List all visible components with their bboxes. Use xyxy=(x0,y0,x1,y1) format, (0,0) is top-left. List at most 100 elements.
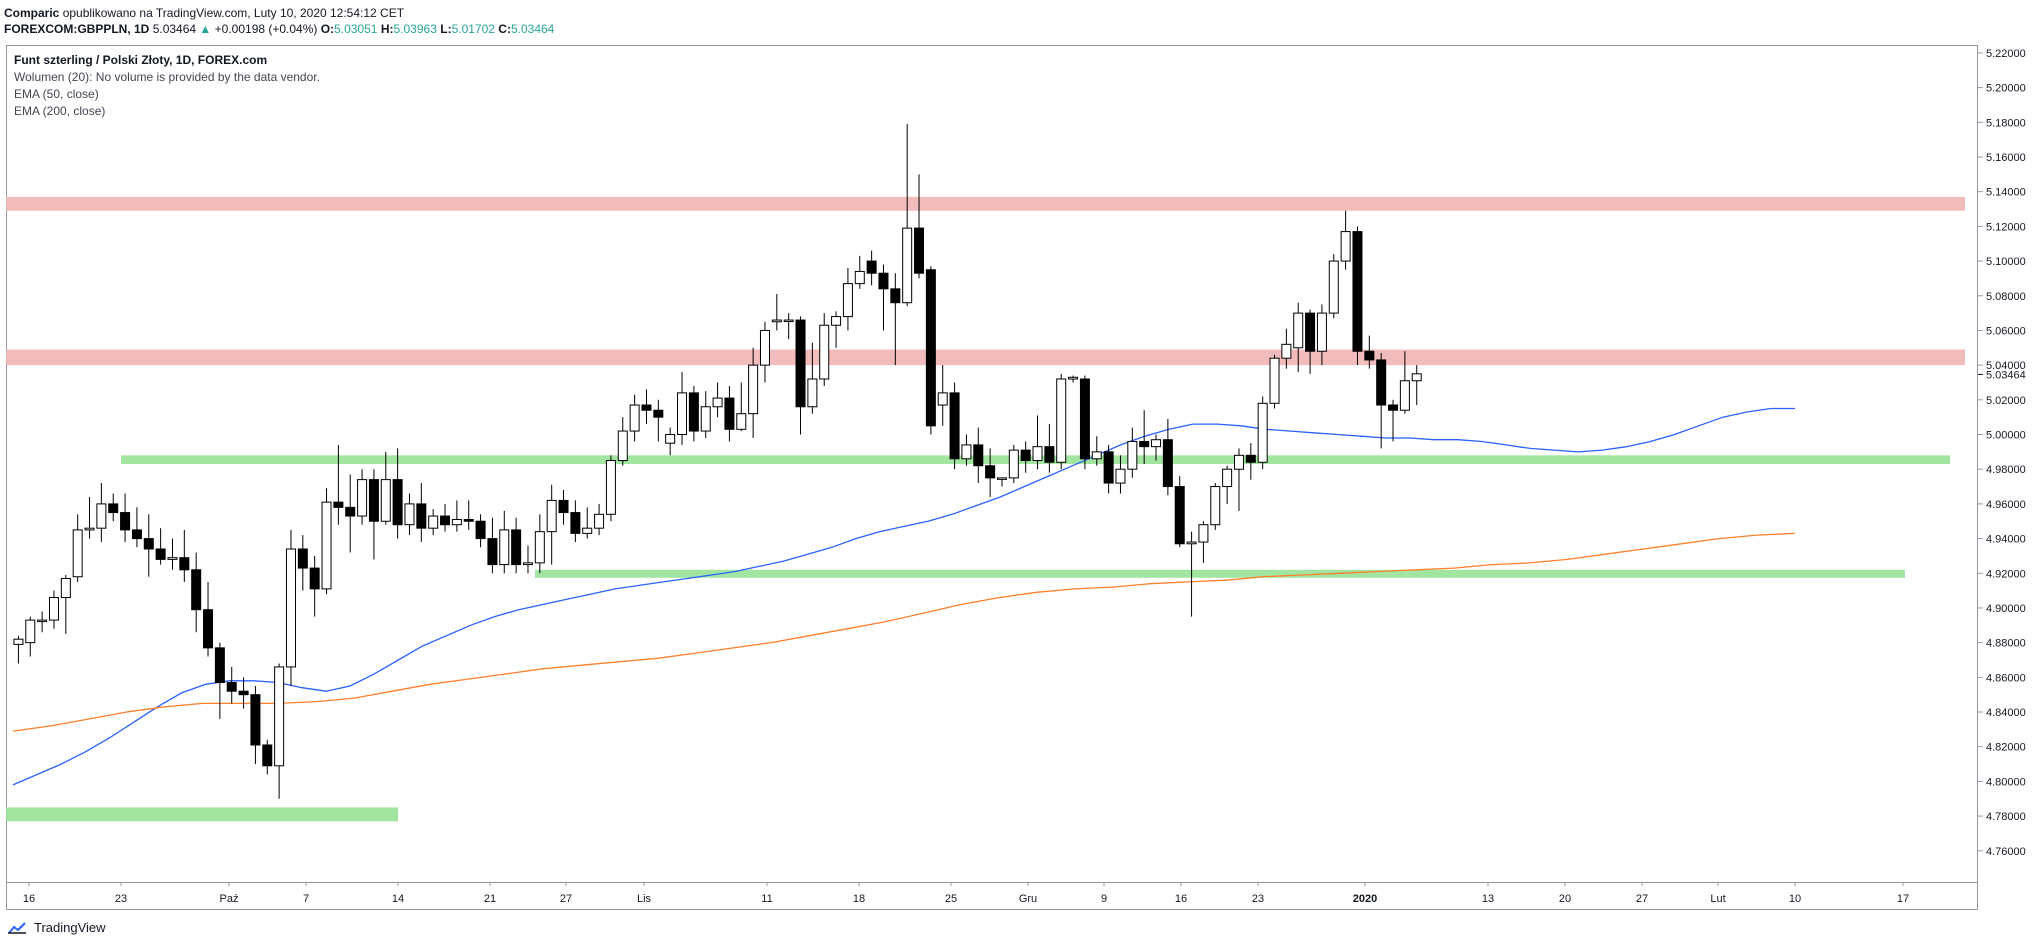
time-axis[interactable]: 16 23 Paź 7 14 21 27 Lis 11 18 25 Gru 9 16 23 2020 13 20 2… xyxy=(23,882,1909,905)
author-name[interactable]: Comparic xyxy=(4,6,60,20)
price-tick-label: 4.84000 xyxy=(1986,707,2026,719)
candle xyxy=(274,663,285,799)
candle-body-up xyxy=(665,434,676,444)
chart-border xyxy=(6,45,1978,910)
price-tick-label: 4.76000 xyxy=(1986,846,2026,858)
open-label: O: xyxy=(320,22,335,36)
price-tick-label: 4.90000 xyxy=(1986,603,2026,615)
candle xyxy=(214,642,225,719)
candle-body-down xyxy=(653,409,664,418)
candle-body-down xyxy=(143,538,154,550)
candle xyxy=(511,517,522,574)
candle-body-up xyxy=(1091,451,1102,460)
candle-body-up xyxy=(771,319,782,323)
candle xyxy=(629,394,640,442)
candle xyxy=(285,529,296,687)
candle-body-down xyxy=(203,609,214,649)
price-tick-label: 4.96000 xyxy=(1986,499,2026,511)
candle-body-down xyxy=(368,479,379,522)
candle xyxy=(108,493,119,522)
candle xyxy=(1198,521,1209,563)
candle xyxy=(688,385,699,442)
candle xyxy=(1186,531,1197,617)
candle-body-down xyxy=(641,404,652,411)
candle-body-up xyxy=(404,503,415,526)
price-tick-label: 4.80000 xyxy=(1986,776,2026,788)
candle-body-down xyxy=(416,503,427,529)
candle-body-down xyxy=(108,503,119,514)
resistance-zone xyxy=(6,196,1965,211)
legend-ema200: EMA (200, close) xyxy=(14,104,106,118)
candle xyxy=(297,535,308,591)
candle-body-down xyxy=(1079,378,1090,460)
candle xyxy=(1079,375,1090,470)
publication-line: Comparic opublikowano na TradingView.com… xyxy=(4,5,554,21)
time-tick-label: 27 xyxy=(560,893,572,905)
candle-body-up xyxy=(1032,446,1043,462)
candle-body-down xyxy=(345,506,356,517)
candle-body-up xyxy=(1210,486,1221,526)
candle xyxy=(226,666,237,704)
candle xyxy=(1340,210,1351,270)
candle-body-up xyxy=(582,527,593,534)
candle-body-down xyxy=(1044,446,1055,463)
candle-body-up xyxy=(1151,439,1162,448)
candle-body-down xyxy=(1388,404,1399,411)
candle-body-down xyxy=(688,392,699,432)
price-axis[interactable]: 5.22000 5.20000 5.18000 5.16000 5.14000 5.120… xyxy=(1978,48,2026,858)
candle-body-up xyxy=(1186,541,1197,545)
candle-body-up xyxy=(1068,376,1079,380)
price-tick-label: 4.92000 xyxy=(1986,568,2026,580)
candle-body-up xyxy=(499,529,510,566)
candle xyxy=(309,555,320,617)
chart-legend: Funt szterling / Polski Złoty, 1D, FOREX… xyxy=(14,52,320,120)
candle-body-down xyxy=(179,557,190,571)
candle-body-up xyxy=(1411,373,1422,382)
candle xyxy=(13,635,24,664)
resistance-zone xyxy=(6,349,1965,366)
candle xyxy=(570,500,581,543)
symbol-label: FOREXCOM:GBPPLN, 1D xyxy=(4,22,150,36)
candle-body-up xyxy=(13,638,24,645)
candle-body-up xyxy=(759,329,770,366)
candle xyxy=(914,174,925,279)
candle xyxy=(854,255,865,289)
candle-body-up xyxy=(1269,357,1280,404)
publication-info: opublikowano na TradingView.com, Luty 10… xyxy=(62,6,405,20)
candle-body-down xyxy=(558,499,569,514)
candle xyxy=(1316,304,1327,366)
time-tick-label: 14 xyxy=(392,893,404,905)
candle xyxy=(143,514,154,577)
candle-body-up xyxy=(1222,468,1233,488)
candle-body-up xyxy=(961,444,972,460)
chart-header: Comparic opublikowano na TradingView.com… xyxy=(4,5,554,37)
candle-body-up xyxy=(60,577,71,599)
candle xyxy=(1044,424,1055,473)
candle xyxy=(1233,448,1244,511)
time-tick-label: Gru xyxy=(1019,893,1037,905)
high-label: H: xyxy=(380,22,394,36)
candle-body-up xyxy=(357,479,368,517)
candle xyxy=(428,509,439,536)
candles-layer xyxy=(13,124,1422,799)
candle xyxy=(416,483,427,543)
candle-body-up xyxy=(1293,312,1304,349)
tradingview-logo[interactable]: TradingView xyxy=(6,920,106,935)
candle-body-up xyxy=(748,364,759,415)
candle xyxy=(60,575,71,634)
candle xyxy=(333,444,344,525)
candle xyxy=(1068,375,1079,383)
price-tick-label: 5.18000 xyxy=(1986,117,2026,129)
price-tick-label: 4.94000 xyxy=(1986,534,2026,546)
time-tick-label: 23 xyxy=(1252,893,1264,905)
candle-body-down xyxy=(1376,359,1387,406)
time-tick-label: Lut xyxy=(1710,893,1725,905)
candle xyxy=(605,455,616,522)
candle-body-up xyxy=(819,324,830,380)
candle xyxy=(665,427,676,456)
candle xyxy=(1103,444,1114,494)
candle-body-up xyxy=(451,519,462,526)
candle xyxy=(866,250,877,286)
candle-body-up xyxy=(380,479,391,522)
